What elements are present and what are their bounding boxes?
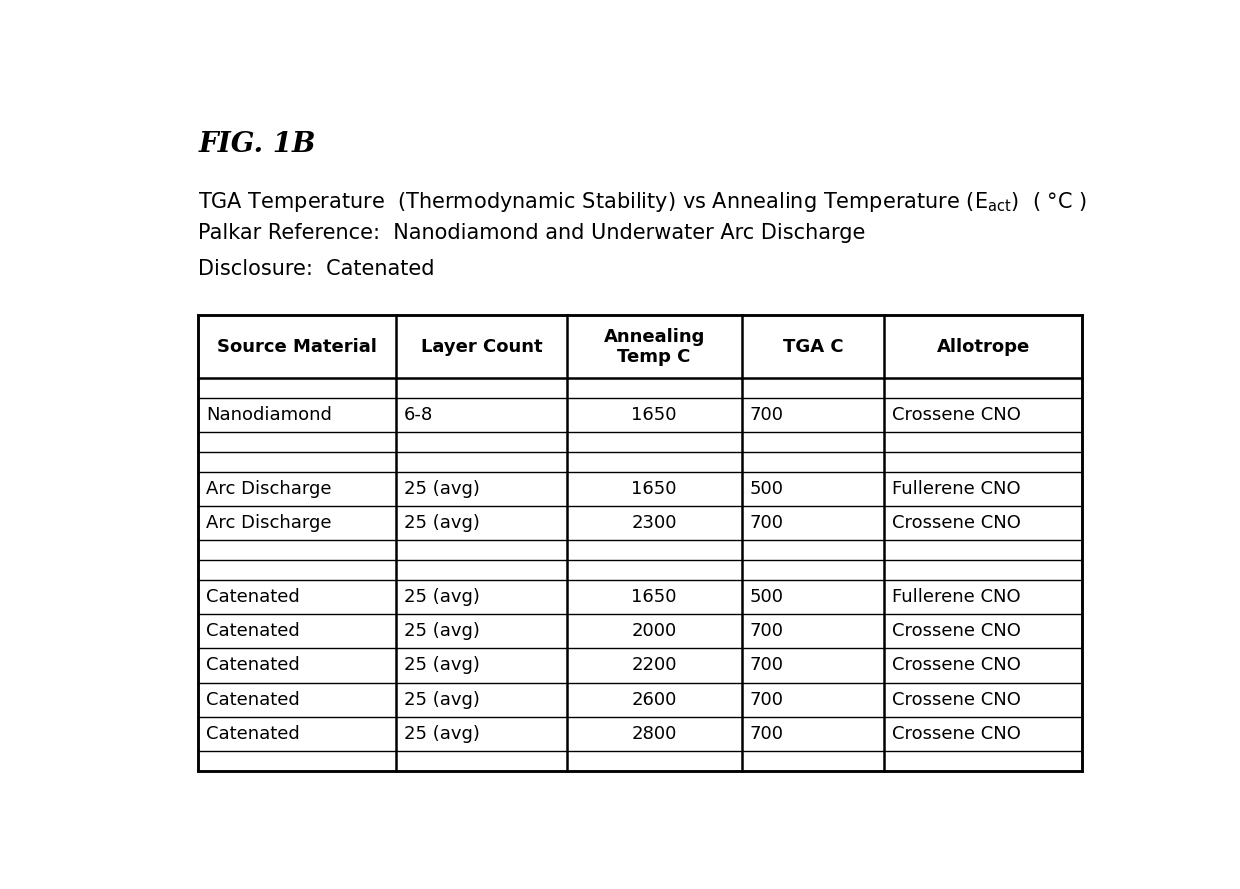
Text: Crossene CNO: Crossene CNO (892, 514, 1021, 533)
Text: 700: 700 (749, 691, 784, 709)
Text: Allotrope: Allotrope (936, 338, 1030, 356)
Text: 2600: 2600 (631, 691, 677, 709)
Text: Fullerene CNO: Fullerene CNO (892, 480, 1021, 498)
Text: 1650: 1650 (631, 480, 677, 498)
Text: Crossene CNO: Crossene CNO (892, 622, 1021, 640)
Text: 25 (avg): 25 (avg) (404, 588, 480, 606)
Text: Source Material: Source Material (217, 338, 377, 356)
Text: Catenated: Catenated (206, 622, 300, 640)
Text: Crossene CNO: Crossene CNO (892, 691, 1021, 709)
Text: 700: 700 (749, 514, 784, 533)
Text: 6-8: 6-8 (404, 406, 433, 424)
Text: Arc Discharge: Arc Discharge (206, 514, 331, 533)
Text: 2200: 2200 (631, 656, 677, 675)
Text: 1650: 1650 (631, 588, 677, 606)
Text: Arc Discharge: Arc Discharge (206, 480, 331, 498)
Bar (198, 316, 1083, 771)
Text: 25 (avg): 25 (avg) (404, 480, 480, 498)
Text: 25 (avg): 25 (avg) (404, 656, 480, 675)
Text: 25 (avg): 25 (avg) (404, 691, 480, 709)
Text: Disclosure:  Catenated: Disclosure: Catenated (198, 259, 435, 278)
Text: Catenated: Catenated (206, 691, 300, 709)
Text: Fullerene CNO: Fullerene CNO (892, 588, 1021, 606)
Text: 2000: 2000 (631, 622, 677, 640)
Text: 500: 500 (749, 588, 784, 606)
Text: Crossene CNO: Crossene CNO (892, 656, 1021, 675)
Text: 500: 500 (749, 480, 784, 498)
Text: 25 (avg): 25 (avg) (404, 514, 480, 533)
Text: Crossene CNO: Crossene CNO (892, 725, 1021, 743)
Text: 700: 700 (749, 656, 784, 675)
Text: 25 (avg): 25 (avg) (404, 725, 480, 743)
Text: Nanodiamond: Nanodiamond (206, 406, 332, 424)
Text: Catenated: Catenated (206, 588, 300, 606)
Text: 2800: 2800 (631, 725, 677, 743)
Text: Layer Count: Layer Count (420, 338, 542, 356)
Text: 700: 700 (749, 725, 784, 743)
Text: Crossene CNO: Crossene CNO (892, 406, 1021, 424)
Text: 25 (avg): 25 (avg) (404, 622, 480, 640)
Text: TGA Temperature  (Thermodynamic Stability) vs Annealing Temperature (E$_{\rm act: TGA Temperature (Thermodynamic Stability… (198, 190, 1087, 214)
Text: TGA C: TGA C (782, 338, 843, 356)
Text: Catenated: Catenated (206, 656, 300, 675)
Text: 700: 700 (749, 406, 784, 424)
Text: Annealing
Temp C: Annealing Temp C (604, 327, 704, 366)
Text: FIG. 1B: FIG. 1B (198, 131, 316, 157)
Text: Catenated: Catenated (206, 725, 300, 743)
Text: 1650: 1650 (631, 406, 677, 424)
Text: 700: 700 (749, 622, 784, 640)
Text: 2300: 2300 (631, 514, 677, 533)
Text: Palkar Reference:  Nanodiamond and Underwater Arc Discharge: Palkar Reference: Nanodiamond and Underw… (198, 223, 866, 243)
